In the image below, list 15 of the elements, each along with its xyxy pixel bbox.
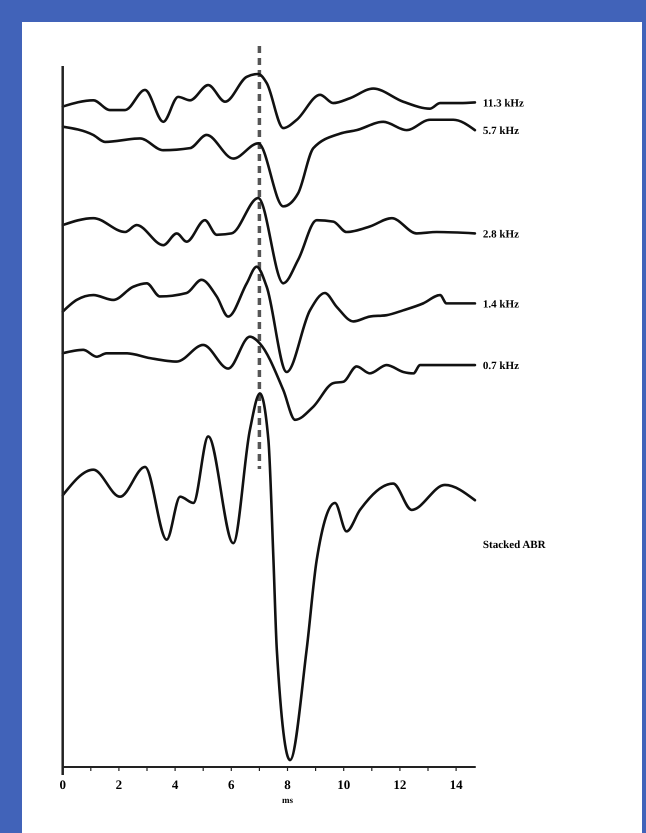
x-axis-title: ms bbox=[282, 795, 294, 805]
x-tick-label: 4 bbox=[172, 777, 179, 792]
series-label: 11.3 kHz bbox=[482, 97, 524, 110]
series-label: 1.4 kHz bbox=[482, 298, 520, 310]
series-label: 2.8 kHz bbox=[482, 228, 520, 240]
series-label: 0.7 kHz bbox=[482, 360, 520, 372]
x-tick-label: 12 bbox=[393, 777, 406, 792]
x-tick-label: 0 bbox=[59, 777, 66, 792]
x-tick-label: 14 bbox=[450, 777, 464, 792]
series-label: 5.7 kHz bbox=[482, 125, 520, 138]
text: Stacked ABR bbox=[482, 539, 547, 552]
x-tick-label: 2 bbox=[116, 777, 122, 792]
x-tick-label: 10 bbox=[337, 777, 350, 792]
x-tick-label: 6 bbox=[228, 777, 236, 792]
x-tick-label: 8 bbox=[284, 777, 292, 792]
